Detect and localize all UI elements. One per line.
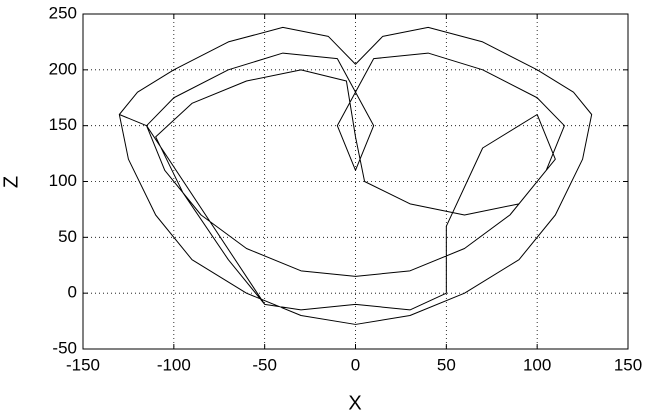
y-tick-label: -50 bbox=[52, 338, 77, 357]
x-tick-label: -50 bbox=[252, 355, 277, 374]
y-tick-label: 150 bbox=[49, 115, 77, 134]
x-tick-label: 50 bbox=[437, 355, 456, 374]
y-axis-label: Z bbox=[0, 176, 22, 188]
x-tick-label: -150 bbox=[66, 355, 100, 374]
y-tick-label: 50 bbox=[58, 227, 77, 246]
x-tick-label: 100 bbox=[523, 355, 551, 374]
x-tick-label: 150 bbox=[614, 355, 642, 374]
x-tick-label: -100 bbox=[157, 355, 191, 374]
y-tick-label: 250 bbox=[49, 3, 77, 22]
plot-frame bbox=[82, 13, 629, 350]
x-tick-label: 0 bbox=[351, 355, 360, 374]
y-tick-label: 100 bbox=[49, 171, 77, 190]
trajectory-line bbox=[118, 26, 593, 325]
y-tick-label: 0 bbox=[68, 283, 77, 302]
x-axis-label: X bbox=[348, 392, 361, 414]
y-tick-label: 200 bbox=[49, 59, 77, 78]
